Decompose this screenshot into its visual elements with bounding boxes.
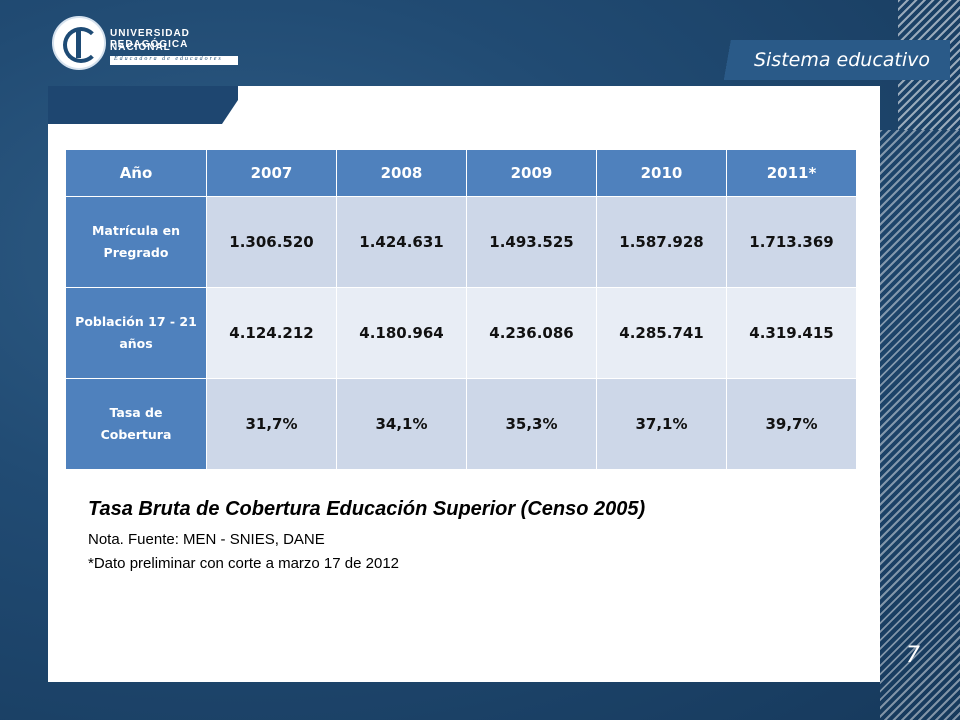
table-cell: 39,7% [726,378,857,470]
page-number: 7 [906,643,920,668]
source-note: Nota. Fuente: MEN - SNIES, DANE [88,531,325,548]
table-cell: 35,3% [466,378,597,470]
table-caption: Tasa Bruta de Cobertura Educación Superi… [88,498,646,520]
section-title-background [700,40,950,80]
table-cell: 4.124.212 [206,287,337,379]
university-seal-icon [52,16,106,70]
section-title: Sistema educativo [753,49,930,71]
table-header-row: Año 2007 2008 2009 2010 2011* [65,149,857,197]
row-header: Tasa de Cobertura [65,378,207,470]
coverage-table: Año 2007 2008 2009 2010 2011* Matrícula … [65,149,857,470]
preliminary-note: *Dato preliminar con corte a marzo 17 de… [88,555,400,572]
decorative-stripes-right [880,130,960,720]
panel-top-shape [48,86,238,124]
column-header: 2007 [206,149,337,197]
table-cell: 37,1% [596,378,727,470]
table-cell: 1.493.525 [466,196,597,288]
table-cell: 1.424.631 [336,196,467,288]
table-row: Matrícula en Pregrado 1.306.520 1.424.63… [65,196,857,288]
row-header: Población 17 - 21 años [65,287,207,379]
column-header: 2009 [466,149,597,197]
table-cell: 1.306.520 [206,196,337,288]
table-cell: 31,7% [206,378,337,470]
table-cell: 34,1% [336,378,467,470]
table-cell: 4.236.086 [466,287,597,379]
slide-header: UNIVERSIDAD PEDAGÓGICA NACIONAL Educador… [0,0,960,88]
column-header: 2010 [596,149,727,197]
column-header: Año [65,149,207,197]
logo-line-1: UNIVERSIDAD PEDAGÓGICA [110,28,190,50]
table-cell: 1.713.369 [726,196,857,288]
table-row: Tasa de Cobertura 31,7% 34,1% 35,3% 37,1… [65,378,857,470]
table-cell: 4.285.741 [596,287,727,379]
logo-line-2: NACIONAL [110,42,171,53]
row-header: Matrícula en Pregrado [65,196,207,288]
logo-tagline: Educadora de educadores [114,56,223,62]
table-cell: 1.587.928 [596,196,727,288]
table-cell: 4.319.415 [726,287,857,379]
table-cell: 4.180.964 [336,287,467,379]
logo-tagline-bar [110,56,238,65]
table-row: Población 17 - 21 años 4.124.212 4.180.9… [65,287,857,379]
university-logo: UNIVERSIDAD PEDAGÓGICA NACIONAL Educador… [52,16,252,70]
column-header: 2011* [726,149,857,197]
column-header: 2008 [336,149,467,197]
